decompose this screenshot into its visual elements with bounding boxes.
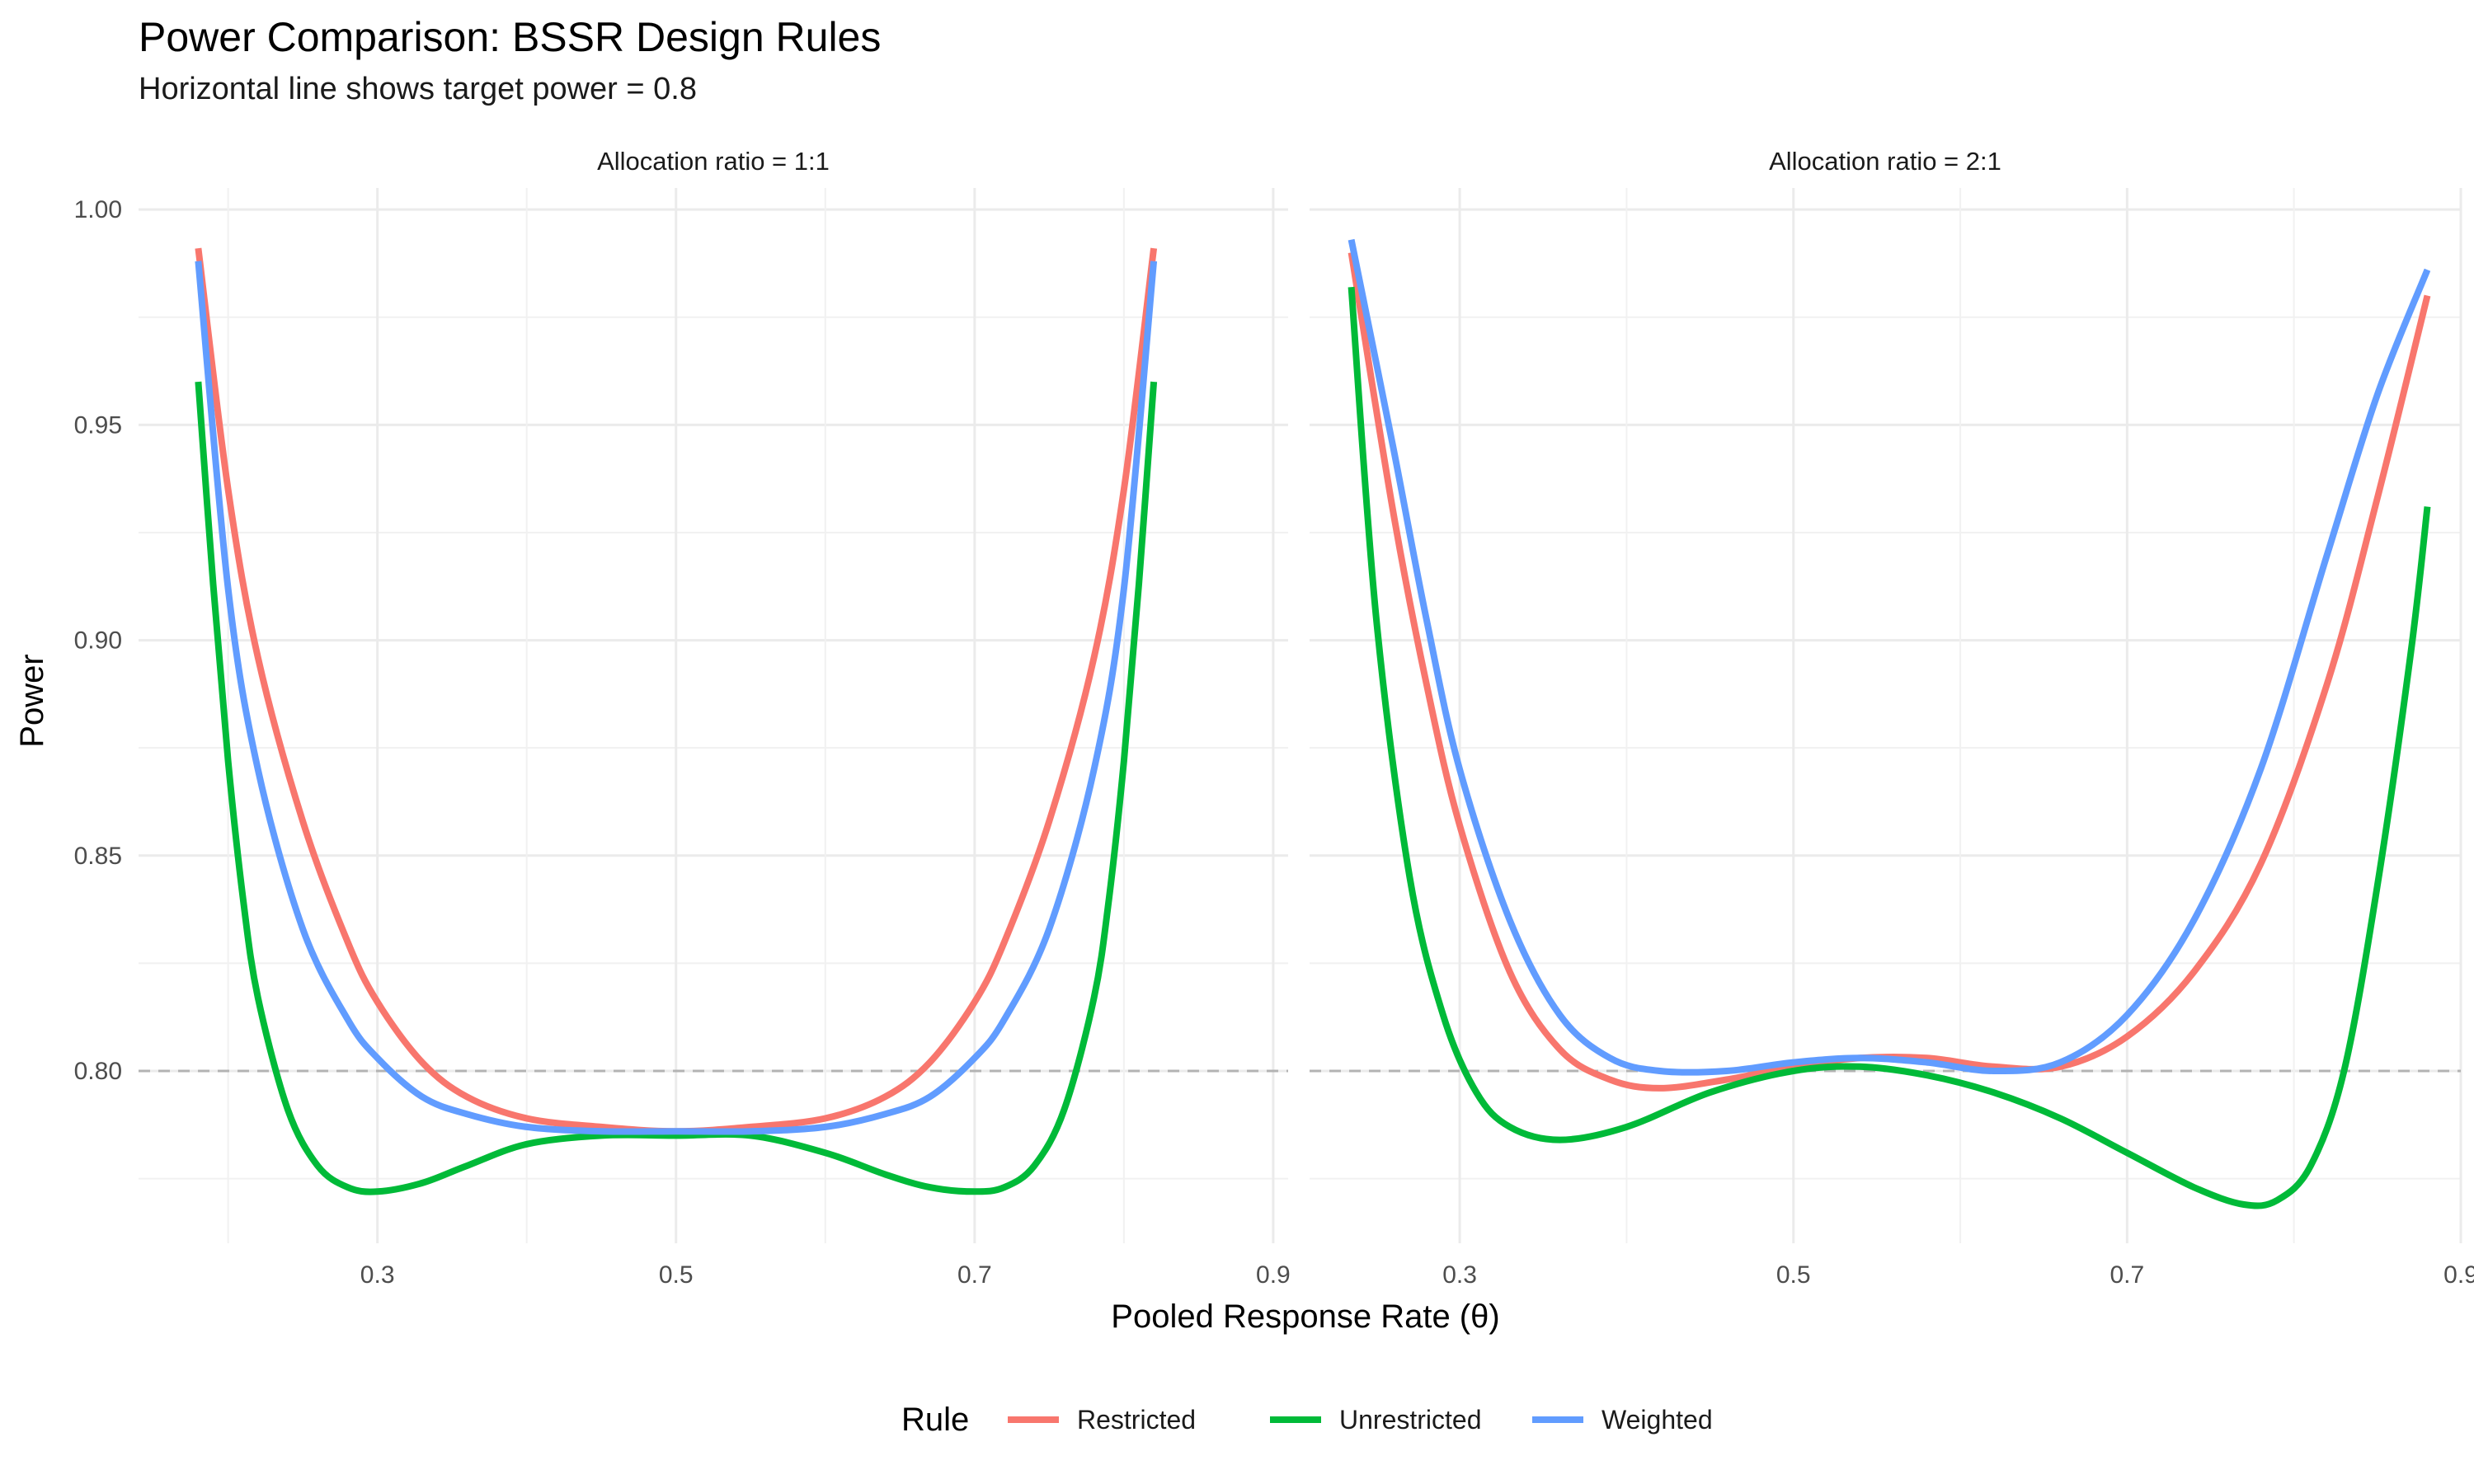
facet-panel: Allocation ratio = 2:1 0.3 0.5 0.7 0.9 (1310, 147, 2474, 1289)
legend-title: Rule (901, 1402, 969, 1438)
legend-label: Unrestricted (1339, 1405, 1482, 1435)
legend: Rule Restricted Unrestricted Weighted (901, 1402, 1713, 1438)
x-tick-label: 0.5 (659, 1261, 694, 1289)
series-line-weighted (195, 261, 1158, 1135)
y-axis-title: Power (14, 654, 50, 747)
y-tick-label: 1.00 (74, 196, 122, 223)
x-tick-label: 0.5 (1776, 1261, 1811, 1289)
y-tick-label: 0.90 (74, 627, 122, 655)
facet-panel: Allocation ratio = 1:1 0.3 0.5 0.7 0.9 (139, 147, 1291, 1289)
legend-label: Weighted (1602, 1405, 1713, 1435)
series-line-unrestricted (1348, 286, 2431, 1209)
series-line-unrestricted (195, 381, 1158, 1195)
x-tick-label: 0.7 (957, 1261, 992, 1289)
x-tick-label: 0.9 (1256, 1261, 1291, 1289)
x-tick-label: 0.9 (2443, 1261, 2474, 1289)
panels-layer: Allocation ratio = 1:10.3 0.5 0.7 0.9Alloca… (139, 147, 2474, 1289)
chart-subtitle: Horizontal line shows target power = 0.8 (139, 72, 697, 106)
panel-strip-label: Allocation ratio = 1:1 (597, 147, 830, 176)
x-tick-label: 0.7 (2110, 1261, 2145, 1289)
y-tick-label: 0.80 (74, 1058, 122, 1085)
y-axis: 0.80 0.85 0.90 0.95 1.00 (74, 196, 122, 1085)
y-tick-label: 0.85 (74, 843, 122, 870)
panel-strip-label: Allocation ratio = 2:1 (1769, 147, 2001, 176)
y-tick-label: 0.95 (74, 411, 122, 439)
x-axis-title: Pooled Response Rate (θ) (1111, 1298, 1499, 1335)
legend-label: Restricted (1077, 1405, 1196, 1435)
x-tick-label: 0.3 (1442, 1261, 1477, 1289)
chart-title: Power Comparison: BSSR Design Rules (139, 14, 882, 60)
x-tick-label: 0.3 (360, 1261, 395, 1289)
series-line-weighted (1348, 238, 2431, 1076)
